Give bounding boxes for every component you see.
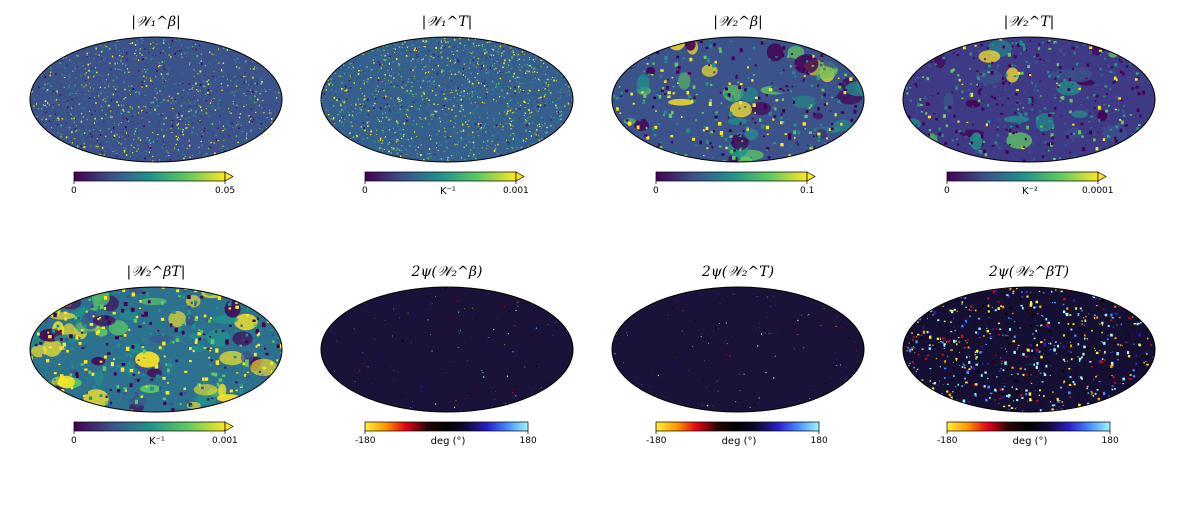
map-panel-8: 2ψ(𝒲₂^βT) -180 180 deg (°) (898, 264, 1160, 447)
panel-title: 2ψ(𝒲₂^βT) (988, 264, 1070, 280)
colorbar (73, 171, 234, 184)
colorbar-min-label: -180 (937, 436, 958, 446)
colorbar-min-label: 0 (362, 186, 368, 196)
colorbar-max-label: 0.001 (503, 186, 529, 196)
panel-title: |𝒲₂^T| (1003, 14, 1055, 30)
mollweide-map (320, 286, 574, 413)
colorbar-min-label: 0 (653, 186, 659, 196)
colorbar-max-label: 0.001 (212, 436, 238, 446)
map-panel-3: |𝒲₂^β| 0 0.1 (607, 14, 869, 196)
colorbar-unit-label: deg (°) (1012, 436, 1048, 447)
panel-title: |𝒲₂^βT| (126, 264, 186, 280)
colorbar (946, 171, 1107, 184)
panel-title: |𝒲₂^β| (713, 14, 763, 30)
colorbar-min-label: -180 (355, 436, 376, 446)
colorbar-unit-label: K⁻¹ (149, 436, 165, 447)
colorbar-max-label: 0.1 (800, 186, 815, 196)
panel-title: |𝒲₁^β| (131, 14, 181, 30)
colorbar (364, 171, 525, 184)
panel-title: 2ψ(𝒲₂^β) (411, 264, 483, 280)
mollweide-map (29, 36, 283, 163)
mollweide-map (902, 36, 1156, 163)
colorbar (655, 171, 816, 184)
map-panel-4: |𝒲₂^T| 0 0.0001 K⁻² (898, 14, 1160, 197)
colorbar-unit-label: deg (°) (430, 436, 466, 447)
colorbar-max-label: 0.05 (215, 186, 236, 196)
colorbar-min-label: 0 (71, 436, 77, 446)
colorbar-unit-label: deg (°) (721, 436, 757, 447)
colorbar-min-label: 0 (944, 186, 950, 196)
colorbar-unit-label: K⁻² (1022, 186, 1038, 197)
mollweide-map (320, 36, 574, 163)
colorbar-max-label: 180 (1101, 436, 1119, 446)
mollweide-map (611, 286, 865, 413)
mollweide-map (29, 286, 283, 413)
map-panel-7: 2ψ(𝒲₂^T) -180 180 deg (°) (607, 264, 869, 447)
colorbar-max-label: 0.0001 (1082, 186, 1114, 196)
colorbar-unit-label: K⁻¹ (440, 186, 456, 197)
map-panel-2: |𝒲₁^T| 0 0.001 K⁻¹ (316, 14, 578, 197)
colorbar-max-label: 180 (810, 436, 828, 446)
panel-title: |𝒲₁^T| (421, 14, 473, 30)
colorbar (364, 421, 529, 434)
map-panel-5: |𝒲₂^βT| 0 0.001 K⁻¹ (25, 264, 287, 447)
map-panel-1: |𝒲₁^β| 0 0.05 (25, 14, 287, 196)
colorbar (73, 421, 234, 434)
colorbar (655, 421, 820, 434)
colorbar-min-label: 0 (71, 186, 77, 196)
panel-title: 2ψ(𝒲₂^T) (701, 264, 775, 280)
map-panel-6: 2ψ(𝒲₂^β) -180 180 deg (°) (316, 264, 578, 447)
colorbar-min-label: -180 (646, 436, 667, 446)
colorbar-max-label: 180 (519, 436, 537, 446)
mollweide-map (611, 36, 865, 163)
colorbar (946, 421, 1111, 434)
mollweide-map (902, 286, 1156, 413)
